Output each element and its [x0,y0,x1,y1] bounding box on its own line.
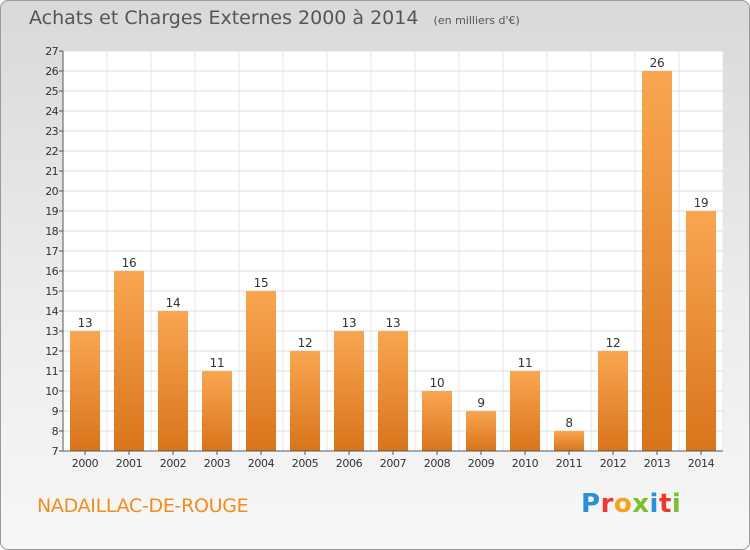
x-tick-label: 2007 [380,457,407,470]
bar [334,331,364,451]
data-label: 16 [122,256,137,270]
y-tick-label: 23 [45,125,58,138]
y-tick-label: 25 [45,85,58,98]
data-label: 8 [565,416,572,430]
x-tick-label: 2011 [556,457,582,470]
bar [246,291,276,451]
x-tick-label: 2003 [204,457,231,470]
data-label: 10 [430,376,445,390]
x-tick-label: 2002 [160,457,186,470]
bar [598,351,628,451]
x-tick-label: 2004 [248,457,275,470]
x-tick-label: 2013 [644,457,671,470]
y-tick-label: 24 [45,105,58,118]
bar [510,371,540,451]
brand-letter: i [649,489,659,519]
y-tick-label: 17 [45,245,58,258]
x-tick-label: 2009 [468,457,495,470]
bar [70,331,100,451]
data-label: 12 [298,336,313,350]
y-tick-label: 18 [45,225,58,238]
x-tick-label: 2010 [512,457,539,470]
bar [642,71,672,451]
brand-letter: x [632,489,650,519]
brand-letter: P [581,489,601,519]
chart-title: Achats et Charges Externes 2000 à 2014 [29,7,419,29]
x-tick-label: 2001 [116,457,142,470]
brand-letter: i [671,489,682,519]
data-label: 15 [254,276,269,290]
data-label: 11 [518,356,533,370]
bar [554,431,584,451]
brand-letter: t [658,489,672,519]
y-tick-label: 8 [52,425,59,438]
x-tick-label: 2008 [424,457,451,470]
data-label: 13 [78,316,93,330]
data-label: 26 [650,56,665,70]
bar [378,331,408,451]
x-tick-label: 2006 [336,457,363,470]
bar [290,351,320,451]
bar [686,211,716,451]
bar [158,311,188,451]
data-label: 13 [342,316,357,330]
x-tick-label: 2014 [688,457,715,470]
data-label: 13 [386,316,401,330]
y-tick-label: 13 [45,325,58,338]
bar [422,391,452,451]
bar [466,411,496,451]
y-tick-label: 9 [52,405,59,418]
y-tick-label: 14 [45,305,58,318]
y-tick-label: 12 [45,345,58,358]
chart-unit-label: (en milliers d'€) [433,14,520,27]
y-tick-label: 15 [45,285,58,298]
brand-letter: o [613,489,633,519]
y-tick-label: 19 [45,205,58,218]
data-label: 9 [477,396,484,410]
bar [202,371,232,451]
location-name: NADAILLAC-DE-ROUGE [37,495,249,517]
x-tick-label: 2000 [72,457,99,470]
bar [114,271,144,451]
data-label: 12 [606,336,621,350]
y-tick-label: 11 [45,365,58,378]
y-tick-label: 7 [52,445,59,458]
y-tick-label: 27 [45,45,58,58]
x-tick-label: 2005 [292,457,319,470]
x-tick-label: 2012 [600,457,626,470]
y-tick-label: 26 [45,65,58,78]
data-label: 14 [166,296,181,310]
brand-logo: Proxiti [581,489,681,519]
y-tick-label: 21 [45,165,58,178]
y-tick-label: 10 [45,385,58,398]
y-tick-label: 22 [45,145,58,158]
y-tick-label: 20 [45,185,58,198]
y-tick-label: 16 [45,265,58,278]
data-label: 11 [210,356,225,370]
title-row: Achats et Charges Externes 2000 à 2014 (… [29,7,520,29]
brand-letter: r [600,489,614,519]
data-label: 19 [694,196,709,210]
